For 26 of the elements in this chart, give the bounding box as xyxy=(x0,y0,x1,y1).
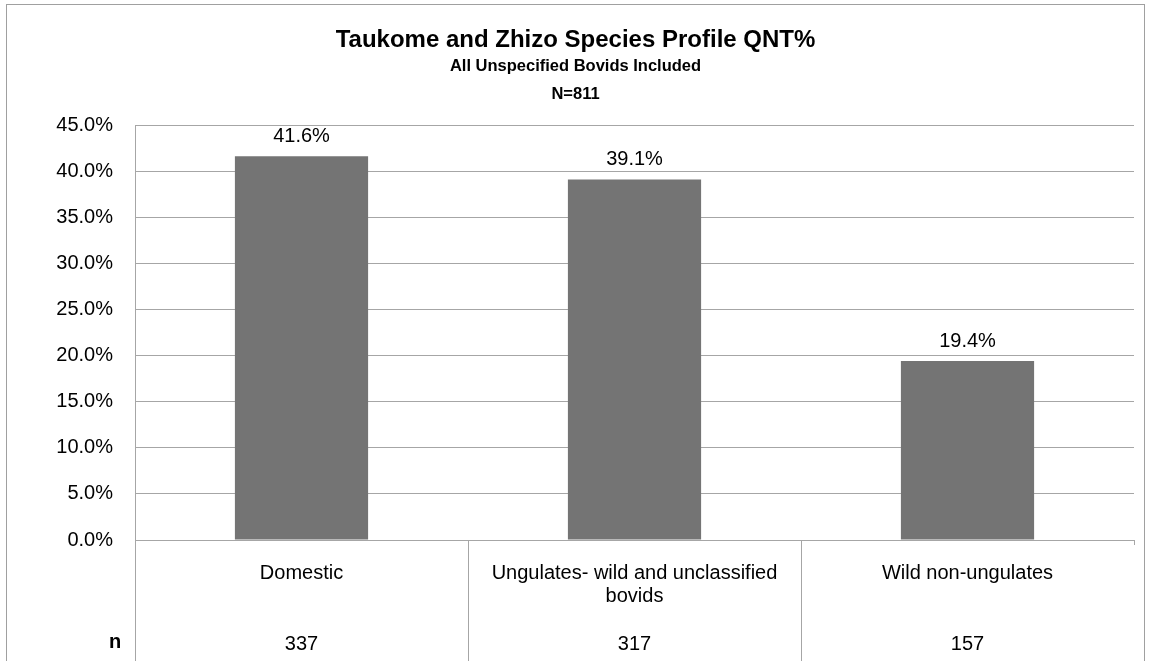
y-tick-label: 20.0% xyxy=(56,343,114,366)
x-tick-label: Wild non-ungulates xyxy=(881,561,1054,584)
x-tick-label: Ungulates- wild and unclassified bovids xyxy=(491,561,778,607)
y-tick-label: 15.0% xyxy=(56,389,114,412)
y-tick-label: 45.0% xyxy=(56,112,114,135)
y-tick-label: 25.0% xyxy=(56,296,114,319)
data-label: 19.4% xyxy=(939,328,997,351)
bar xyxy=(567,179,702,540)
data-label: 41.6% xyxy=(273,123,331,146)
text: n xyxy=(108,629,122,652)
y-tick-label: 10.0% xyxy=(56,435,114,458)
y-tick-label: 35.0% xyxy=(56,204,114,227)
y-tick-label: 5.0% xyxy=(67,481,114,504)
chart-subtitle: All Unspecified Bovids Included xyxy=(449,55,702,74)
y-tick-label: 40.0% xyxy=(56,158,114,181)
data-label: 39.1% xyxy=(606,146,664,169)
text: 317 xyxy=(617,631,652,654)
y-tick-label: 30.0% xyxy=(56,250,114,273)
text: 337 xyxy=(284,631,319,654)
chart-title: Taukome and Zhizo Species Profile QNT% xyxy=(335,24,816,52)
text: 157 xyxy=(950,631,985,654)
x-tick-label: Domestic xyxy=(259,561,344,584)
y-tick-label: 0.0% xyxy=(67,527,114,550)
text: N=811 xyxy=(551,83,600,102)
bar xyxy=(900,361,1035,540)
bar xyxy=(234,156,369,540)
